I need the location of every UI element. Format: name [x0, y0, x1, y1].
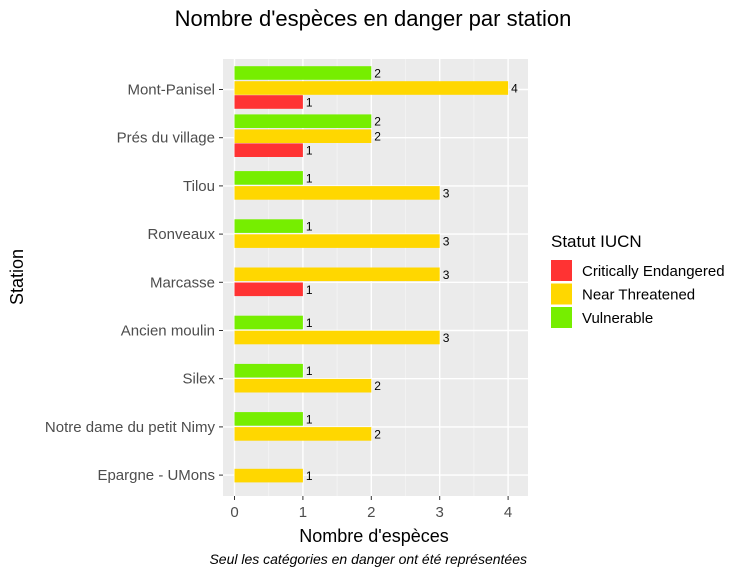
- bar-marcasse-near-threatened: [234, 267, 440, 282]
- x-tick-label: 2: [367, 504, 375, 521]
- legend-title: Statut IUCN: [551, 232, 642, 251]
- data-label-notre-dame-du-petit-nimy-near-threatened: 2: [374, 427, 381, 441]
- bar-mont-panisel-vulnerable: [234, 66, 372, 80]
- data-label-silex-vulnerable: 1: [306, 364, 313, 378]
- bar-ancien-moulin-near-threatened: [234, 330, 440, 345]
- y-tick-label-mont-panisel: Mont-Panisel: [127, 82, 215, 99]
- x-tick-label: 4: [504, 504, 512, 521]
- legend-label-critically-endangered: Critically Endangered: [582, 263, 725, 280]
- y-tick-label-pres-du-village: Prés du village: [117, 130, 215, 147]
- data-label-notre-dame-du-petit-nimy-vulnerable: 1: [306, 412, 313, 426]
- data-label-epargne-umons-near-threatened: 1: [306, 469, 313, 483]
- data-label-pres-du-village-critically-endangered: 1: [306, 144, 313, 158]
- bar-pres-du-village-critically-endangered: [234, 143, 303, 157]
- y-tick-label-silex: Silex: [182, 371, 215, 388]
- data-label-ronveaux-near-threatened: 3: [443, 235, 450, 249]
- x-tick-label: 3: [436, 504, 444, 521]
- data-label-pres-du-village-near-threatened: 2: [374, 130, 381, 144]
- y-tick-label-marcasse: Marcasse: [150, 274, 215, 291]
- data-label-tilou-near-threatened: 3: [443, 186, 450, 200]
- bar-pres-du-village-vulnerable: [234, 114, 372, 128]
- bar-tilou-vulnerable: [234, 171, 303, 185]
- x-tick-label: 1: [299, 504, 307, 521]
- bar-ronveaux-near-threatened: [234, 234, 440, 248]
- x-axis-title: Nombre d'espèces: [299, 526, 449, 546]
- data-label-ancien-moulin-near-threatened: 3: [443, 331, 450, 345]
- chart-caption: Seul les catégories en danger ont été re…: [209, 551, 527, 567]
- bar-silex-near-threatened: [234, 378, 372, 393]
- bar-epargne-umons-near-threatened: [234, 468, 303, 483]
- y-axis-title: Station: [7, 249, 27, 305]
- data-label-mont-panisel-critically-endangered: 1: [306, 96, 313, 110]
- data-label-tilou-vulnerable: 1: [306, 171, 313, 185]
- data-label-ancien-moulin-vulnerable: 1: [306, 316, 313, 330]
- data-label-pres-du-village-vulnerable: 2: [374, 115, 381, 129]
- bar-silex-vulnerable: [234, 363, 303, 378]
- y-tick-label-ronveaux: Ronveaux: [147, 226, 215, 243]
- bar-mont-panisel-critically-endangered: [234, 95, 303, 109]
- chart-title: Nombre d'espèces en danger par station: [175, 6, 572, 31]
- bar-notre-dame-du-petit-nimy-near-threatened: [234, 427, 372, 441]
- bar-tilou-near-threatened: [234, 186, 440, 200]
- bar-ronveaux-vulnerable: [234, 219, 303, 233]
- legend-swatch-near-threatened: [551, 283, 572, 305]
- data-label-ronveaux-vulnerable: 1: [306, 220, 313, 234]
- data-label-silex-near-threatened: 2: [374, 379, 381, 393]
- legend-swatch-critically-endangered: [551, 260, 572, 281]
- legend-label-near-threatened: Near Threatened: [582, 287, 695, 304]
- y-tick-label-tilou: Tilou: [183, 178, 215, 195]
- bar-ancien-moulin-vulnerable: [234, 315, 303, 330]
- data-label-mont-panisel-near-threatened: 4: [511, 82, 518, 96]
- x-tick-label: 0: [230, 504, 238, 521]
- bar-marcasse-critically-endangered: [234, 282, 303, 297]
- axis-ticks: 0 1 2 3 4 Mont-Panisel Prés du village Tilou Ron…: [45, 82, 512, 522]
- legend-label-vulnerable: Vulnerable: [582, 310, 653, 327]
- y-tick-label-ancien-moulin: Ancien moulin: [121, 323, 215, 340]
- legend-swatch-vulnerable: [551, 307, 572, 328]
- data-label-marcasse-critically-endangered: 1: [306, 283, 313, 297]
- data-label-marcasse-near-threatened: 3: [443, 268, 450, 282]
- bar-mont-panisel-near-threatened: [234, 81, 509, 95]
- legend: Statut IUCN Critically Endangered Near Th…: [551, 232, 725, 328]
- y-tick-label-notre-dame-du-petit-nimy: Notre dame du petit Nimy: [45, 419, 216, 436]
- bar-notre-dame-du-petit-nimy-vulnerable: [234, 412, 303, 426]
- y-tick-label-epargne-umons: Epargne - UMons: [97, 467, 215, 484]
- bars: [234, 66, 509, 483]
- data-label-mont-panisel-vulnerable: 2: [374, 67, 381, 81]
- bar-pres-du-village-near-threatened: [234, 129, 372, 143]
